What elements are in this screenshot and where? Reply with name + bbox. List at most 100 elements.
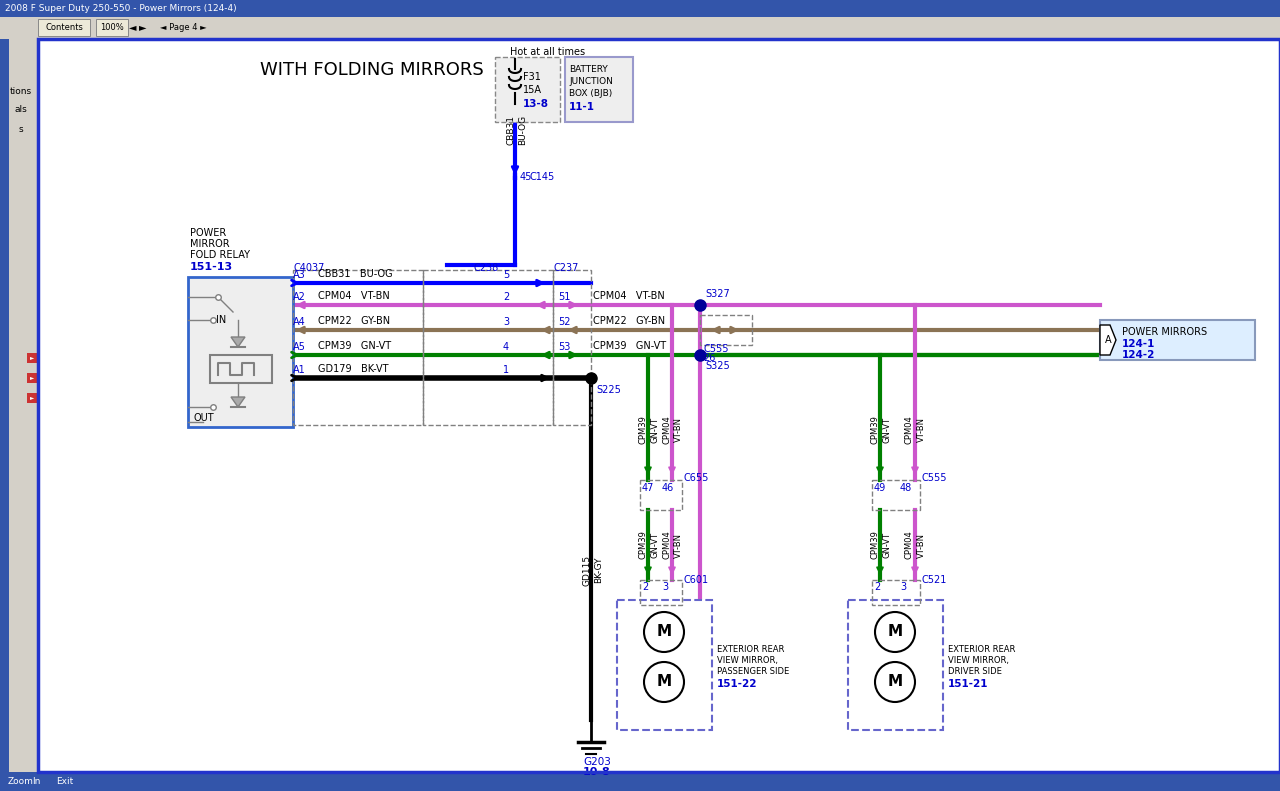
Text: 124-1: 124-1 (1123, 339, 1156, 349)
Bar (210, 355, 273, 383)
Bar (700, 315, 753, 345)
Text: Zoom: Zoom (8, 777, 33, 785)
Text: C4037: C4037 (293, 263, 324, 273)
Text: 3: 3 (900, 582, 906, 592)
Text: C238: C238 (474, 263, 498, 273)
Polygon shape (230, 397, 244, 407)
Text: 2: 2 (643, 582, 648, 592)
Text: C601: C601 (684, 575, 709, 585)
Text: In: In (32, 777, 41, 785)
Text: M: M (887, 675, 902, 690)
Text: A5: A5 (293, 342, 306, 352)
Text: M: M (657, 625, 672, 639)
Text: VT-BN: VT-BN (916, 532, 925, 558)
Bar (495, 57, 561, 122)
Bar (0, 39, 38, 791)
Bar (27, 353, 37, 363)
Text: CBB31   BU-OG: CBB31 BU-OG (317, 269, 393, 279)
Text: GN-VT: GN-VT (882, 417, 891, 443)
Polygon shape (230, 337, 244, 347)
Text: CPM39: CPM39 (637, 415, 646, 445)
Text: A: A (1105, 335, 1111, 345)
Text: GN-VT: GN-VT (650, 532, 659, 558)
Bar (293, 270, 422, 425)
Text: 51: 51 (558, 292, 571, 302)
Text: A4: A4 (293, 317, 306, 327)
Bar (422, 270, 553, 425)
Text: 151-13: 151-13 (189, 262, 233, 272)
Text: 26: 26 (703, 353, 716, 363)
Text: CPM04: CPM04 (662, 415, 671, 445)
Text: 13-8: 13-8 (524, 99, 549, 109)
Text: VT-BN: VT-BN (675, 532, 684, 558)
Text: 2008 F Super Duty 250-550 - Power Mirrors (124-4): 2008 F Super Duty 250-550 - Power Mirror… (5, 4, 237, 13)
Bar (27, 373, 37, 383)
Bar (0, 0, 1280, 17)
Circle shape (644, 612, 684, 652)
Text: A1: A1 (293, 365, 306, 375)
Text: GN-VT: GN-VT (882, 532, 891, 558)
Bar (1100, 320, 1254, 360)
Text: BK-GY: BK-GY (594, 557, 603, 583)
Text: C237: C237 (553, 263, 579, 273)
Text: GN-VT: GN-VT (650, 417, 659, 443)
Text: Hot at all times: Hot at all times (509, 47, 585, 57)
Bar (849, 600, 943, 730)
Text: GD179   BK-VT: GD179 BK-VT (317, 364, 389, 374)
Text: A3: A3 (293, 270, 306, 280)
Bar (872, 580, 920, 605)
Text: 100%: 100% (100, 23, 124, 32)
Text: C655: C655 (684, 473, 709, 483)
Text: CPM22   GY-BN: CPM22 GY-BN (593, 316, 666, 326)
Text: ►: ► (29, 396, 35, 400)
Text: 10-8: 10-8 (582, 767, 611, 777)
Text: CPM04   VT-BN: CPM04 VT-BN (317, 291, 389, 301)
Text: C555: C555 (922, 473, 947, 483)
Bar (640, 580, 682, 605)
Text: ►: ► (29, 355, 35, 361)
Text: 124-2: 124-2 (1123, 350, 1156, 360)
Text: JUNCTION: JUNCTION (570, 77, 613, 85)
Bar (38, 19, 90, 36)
Text: CPM39   GN-VT: CPM39 GN-VT (317, 341, 392, 351)
Text: 2: 2 (503, 292, 509, 302)
Text: 2: 2 (874, 582, 881, 592)
Text: 53: 53 (558, 342, 571, 352)
Text: CPM39   GN-VT: CPM39 GN-VT (593, 341, 666, 351)
Text: BOX (BJB): BOX (BJB) (570, 89, 612, 97)
Text: C521: C521 (922, 575, 947, 585)
Text: ◄ Page 4 ►: ◄ Page 4 ► (160, 23, 206, 32)
Text: 48: 48 (900, 483, 913, 493)
Text: OUT: OUT (193, 413, 214, 423)
Text: BATTERY: BATTERY (570, 65, 608, 74)
Text: CPM39: CPM39 (870, 531, 879, 559)
Bar (0, 39, 9, 791)
Text: M: M (657, 675, 672, 690)
Text: 151-21: 151-21 (948, 679, 988, 689)
Text: VIEW MIRROR,: VIEW MIRROR, (717, 657, 778, 665)
Text: EXTERIOR REAR: EXTERIOR REAR (717, 645, 785, 654)
Text: tions: tions (10, 88, 32, 97)
Text: ►: ► (140, 22, 147, 32)
Text: GD115: GD115 (582, 554, 591, 585)
Text: ►: ► (29, 376, 35, 380)
Text: 151-22: 151-22 (717, 679, 758, 689)
Text: Contents: Contents (45, 23, 83, 32)
Text: C555: C555 (703, 344, 728, 354)
Text: POWER MIRRORS: POWER MIRRORS (1123, 327, 1207, 337)
Text: FOLD RELAY: FOLD RELAY (189, 250, 250, 260)
Bar (640, 480, 682, 510)
Text: PASSENGER SIDE: PASSENGER SIDE (717, 668, 790, 676)
Text: 1: 1 (503, 365, 509, 375)
Text: s: s (19, 126, 23, 134)
Text: 3: 3 (662, 582, 668, 592)
Bar (96, 19, 128, 36)
Text: MIRROR: MIRROR (189, 239, 229, 249)
Text: 11-1: 11-1 (570, 102, 595, 112)
Bar (27, 393, 37, 403)
Text: 3: 3 (503, 317, 509, 327)
Text: A2: A2 (293, 292, 306, 302)
Text: C145: C145 (530, 172, 556, 182)
Text: ◄: ◄ (129, 22, 137, 32)
Text: 5: 5 (503, 270, 509, 280)
